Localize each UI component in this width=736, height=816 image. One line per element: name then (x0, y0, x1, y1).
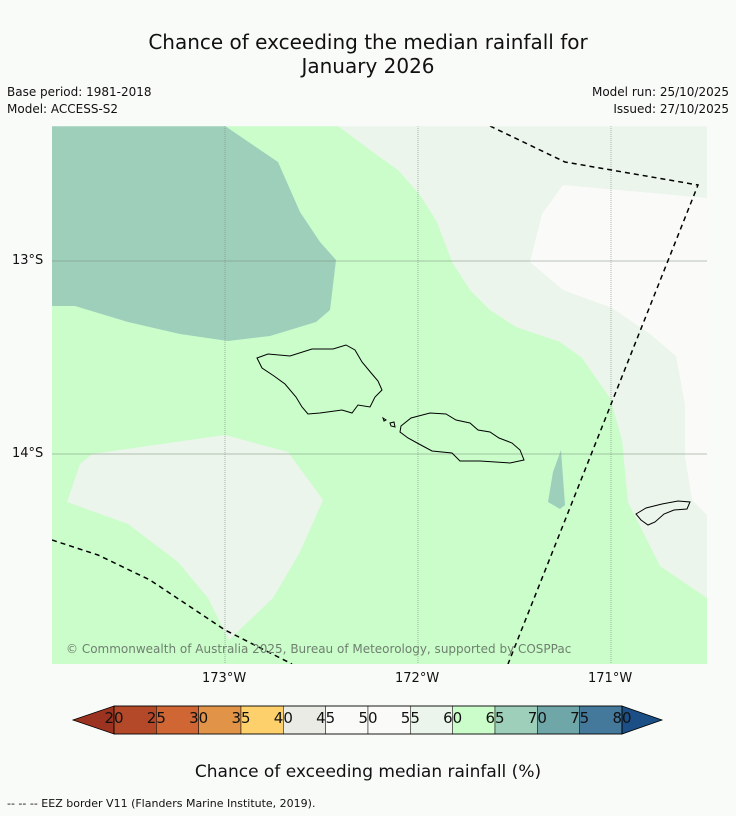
lat-label-13s: 13°S (12, 253, 44, 268)
colorbar-tick-label: 55 (400, 709, 420, 727)
base-period: Base period: 1981-2018 (7, 85, 152, 99)
island-tutuila (635, 500, 691, 526)
colorbar-cell (494, 705, 538, 735)
map-area (52, 126, 707, 664)
colorbar-cell (410, 705, 453, 735)
colorbar-label: Chance of exceeding median rainfall (%) (194, 762, 542, 782)
copyright-notice: © Commonwealth of Australia 2025, Bureau… (66, 642, 572, 656)
colorbar-tick-label: 35 (231, 709, 251, 727)
eez-footnote: -- -- -- EEZ border V11 (Flanders Marine… (7, 797, 316, 810)
colorbar-tick-label: 65 (485, 709, 505, 727)
colorbar-tick-label: 70 (527, 709, 547, 727)
islet-2 (389, 421, 396, 428)
colorbar-tick-label: 60 (443, 709, 463, 727)
region-65-70-small (548, 450, 565, 509)
lon-label-172w: 172°W (395, 671, 440, 686)
colorbar-cells (113, 705, 623, 735)
gridlines (52, 126, 707, 664)
chart-title: Chance of exceeding the median rainfall … (0, 30, 736, 78)
lon-label-173w: 173°W (202, 671, 247, 686)
meta-right: Model run: 25/10/2025 Issued: 27/10/2025 (592, 84, 729, 118)
colorbar-tick-label: 30 (189, 709, 209, 727)
lon-label-171w: 171°W (588, 671, 633, 686)
colorbar-cell (325, 705, 369, 735)
colorbar-cell (367, 705, 411, 735)
colorbar-tick-label: 80 (612, 709, 632, 727)
lat-label-14s: 14°S (12, 446, 44, 461)
region-55-60-southwest (67, 435, 323, 640)
colorbar-tick-label: 75 (570, 709, 590, 727)
colorbar-tick-label: 40 (273, 709, 293, 727)
colorbar-cell (452, 705, 496, 735)
colorbar-tick-label: 45 (316, 709, 336, 727)
colorbar-tick-label: 25 (146, 709, 166, 727)
title-line-2: January 2026 (301, 54, 435, 78)
island-upolu (399, 412, 525, 464)
colorbar-cell (283, 705, 326, 735)
colorbar-tick-label: 50 (358, 709, 378, 727)
region-65-70-northwest (52, 126, 336, 341)
colorbar-cell (537, 705, 580, 735)
model-run: Model run: 25/10/2025 (591, 85, 729, 99)
title-line-1: Chance of exceeding the median rainfall … (148, 30, 588, 54)
colorbar (71, 705, 664, 735)
issued-date: Issued: 27/10/2025 (613, 102, 729, 116)
region-50-55-core (530, 185, 707, 515)
meta-left: Base period: 1981-2018 Model: ACCESS-S2 (7, 84, 152, 118)
model-name: Model: ACCESS-S2 (7, 102, 119, 116)
colorbar-outline (113, 705, 623, 735)
islet-1 (382, 416, 387, 422)
colorbar-tick-label: 20 (104, 709, 124, 727)
island-upolu-savaii-west (256, 344, 383, 415)
